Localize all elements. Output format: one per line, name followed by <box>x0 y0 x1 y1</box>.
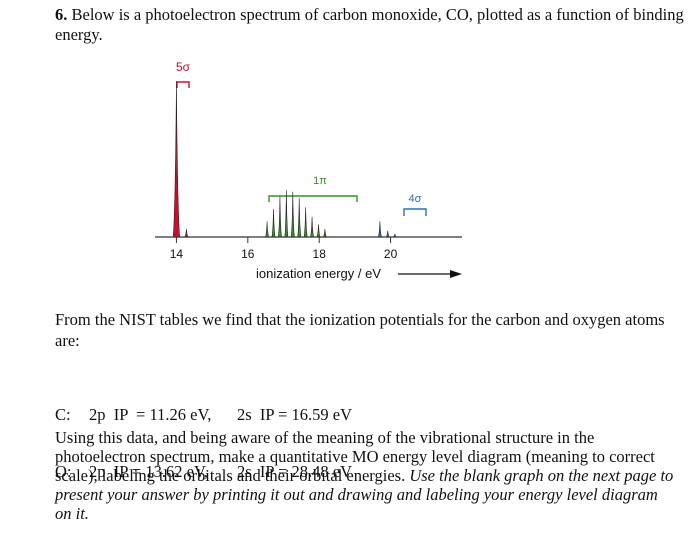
oxygen-2p: 2p IP = 13.62 eV, <box>89 462 208 481</box>
peak-1-8 <box>316 224 321 238</box>
nist-paragraph: From the NIST tables we find that the io… <box>55 310 665 350</box>
carbon-row: C: 2p IP = 11.26 eV, 2s IP = 16.59 eV <box>55 405 352 424</box>
bracket-4sigma <box>403 208 427 216</box>
x-tick-label: 14 <box>170 247 184 261</box>
question-header: 6. Below is a photoelectron spectrum of … <box>55 5 685 45</box>
peak-1-0 <box>265 221 270 238</box>
bracket-1pi <box>268 195 358 202</box>
oxygen-row: O: 2p IP = 13.62 eV, 2s IP = 28.48 eV <box>55 462 352 481</box>
spectrum-peaks <box>172 80 398 238</box>
carbon-2s: 2s IP = 16.59 eV <box>237 405 353 424</box>
peak-1-9 <box>322 229 328 238</box>
oxygen-2s: 2s IP = 28.48 eV <box>237 462 353 481</box>
peak-2-0 <box>377 221 382 238</box>
carbon-label: C: <box>55 405 71 424</box>
label-5sigma: 5σ <box>176 60 191 74</box>
instructions-text: Using this data, and being aware of the … <box>55 428 655 485</box>
carbon-2p: 2p IP = 11.26 eV, <box>89 405 212 424</box>
peak-1-1 <box>271 208 276 238</box>
peak-0-0 <box>172 80 180 238</box>
ionization-potentials: C: 2p IP = 11.26 eV, 2s IP = 16.59 eV O:… <box>55 367 352 500</box>
bracket-5sigma <box>176 81 190 88</box>
peak-1-2 <box>277 196 282 238</box>
label-1pi: 1π <box>313 175 327 187</box>
x-axis-ticks: 14 16 18 20 <box>170 237 398 261</box>
peak-2-1 <box>385 230 391 238</box>
question-text: Below is a photoelectron spectrum of car… <box>55 5 684 44</box>
peak-1-3 <box>284 190 289 238</box>
peak-1-4 <box>290 191 295 238</box>
instructions-paragraph: Using this data, and being aware of the … <box>55 428 675 523</box>
peak-1-7 <box>310 216 315 238</box>
peak-1-6 <box>303 207 308 238</box>
peak-0-1 <box>184 229 189 238</box>
oxygen-label: O: <box>55 462 72 481</box>
label-4sigma: 4σ <box>409 193 422 205</box>
question-number: 6. <box>55 5 68 24</box>
x-tick-label: 16 <box>241 247 255 261</box>
x-axis-label: ionization energy / eV <box>256 266 381 281</box>
x-axis-arrow-icon <box>450 270 462 278</box>
x-tick-label: 20 <box>384 247 398 261</box>
x-tick-label: 18 <box>313 247 327 261</box>
photoelectron-spectrum: 5σ 1π 4σ 14 16 18 20 ionization energy / eV <box>155 60 462 281</box>
peak-1-5 <box>297 197 302 238</box>
instructions-italic: Use the blank graph on the next page to … <box>55 466 674 523</box>
